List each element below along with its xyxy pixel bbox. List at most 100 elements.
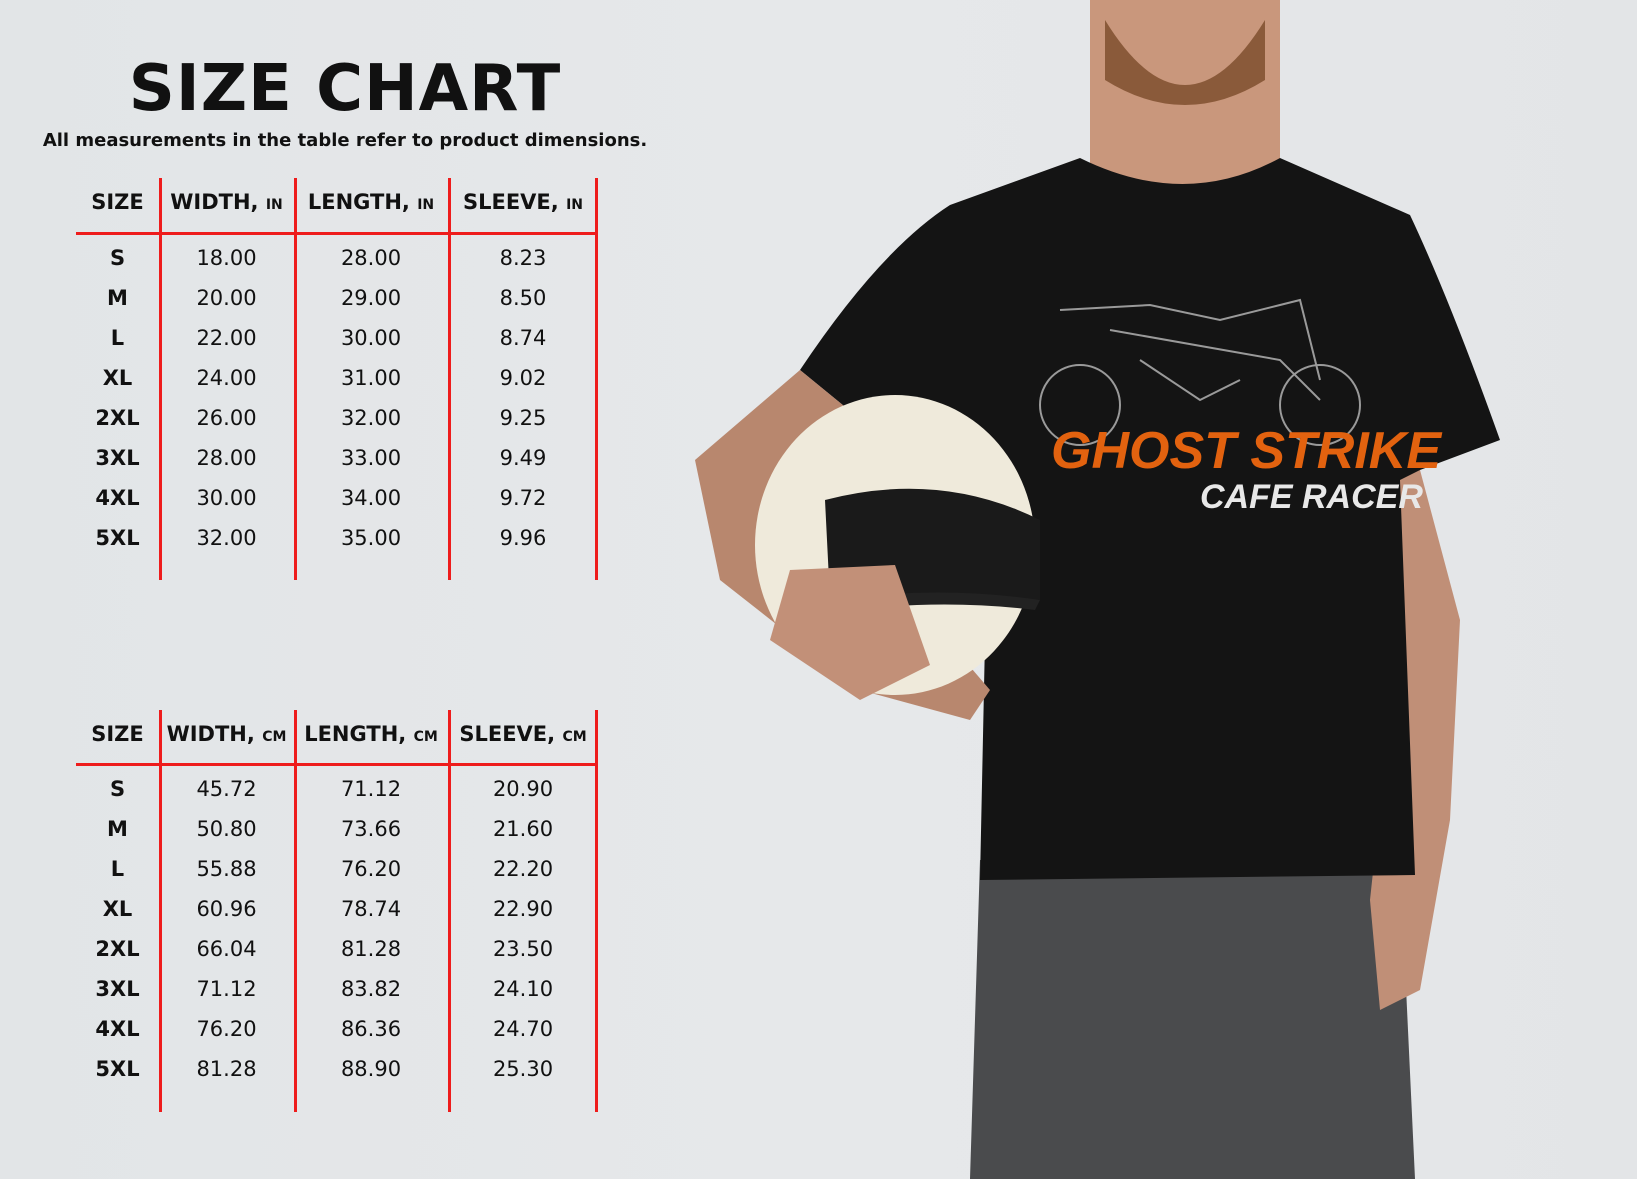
measurement-cell: 86.36 (340, 1017, 402, 1041)
measurement-cell: 50.80 (196, 817, 257, 841)
measurement-cell: 28.00 (340, 246, 402, 270)
measurement-cell: 35.00 (340, 526, 402, 550)
measurement-cell: 22.90 (492, 897, 554, 921)
measurement-cell: 9.25 (499, 406, 547, 430)
header-label: LENGTH, (304, 722, 407, 746)
column-divider (294, 710, 297, 1112)
measurement-cell: 28.00 (196, 446, 257, 470)
column-header: SIZE (76, 722, 159, 746)
header-label: SLEEVE, (459, 722, 556, 746)
measurement-cell: 31.00 (340, 366, 402, 390)
header-unit: CM (413, 729, 438, 745)
hand (770, 565, 930, 700)
column-divider (159, 710, 162, 1112)
size-label: S (109, 777, 126, 801)
beard (1105, 20, 1265, 105)
measurement-cell: 30.00 (340, 326, 402, 350)
measurement-cell: 24.10 (492, 977, 554, 1001)
header-label: SIZE (91, 722, 144, 746)
measurement-cell: 81.28 (196, 1057, 257, 1081)
header-label: SIZE (91, 190, 144, 214)
measurement-cell: 20.00 (196, 286, 257, 310)
jeans (970, 860, 1415, 1179)
size-table-cm: SIZE WIDTH, CM LENGTH, CM SLEEVE, CM S 45.72 7… (76, 710, 598, 1112)
print-line-2: CAFE RACER (1200, 478, 1423, 516)
size-label: 2XL (95, 937, 140, 961)
measurement-cell: 9.02 (499, 366, 547, 390)
subtitle: All measurements in the table refer to p… (42, 130, 648, 151)
measurement-cell: 33.00 (340, 446, 402, 470)
column-header: LENGTH, IN (294, 190, 448, 214)
measurement-cell: 26.00 (196, 406, 257, 430)
measurement-cell: 81.28 (340, 937, 402, 961)
size-label: XL (102, 366, 133, 390)
measurement-cell: 34.00 (340, 486, 402, 510)
size-label: M (107, 286, 128, 310)
header-label: LENGTH, (307, 190, 410, 214)
measurement-cell: 20.90 (492, 777, 554, 801)
column-header: WIDTH, CM (159, 722, 294, 746)
measurement-cell: 9.49 (499, 446, 547, 470)
measurement-cell: 88.90 (340, 1057, 402, 1081)
size-label: S (109, 246, 126, 270)
measurement-cell: 8.23 (499, 246, 547, 270)
measurement-cell: 32.00 (340, 406, 402, 430)
header-unit: IN (566, 197, 584, 213)
print-line-1: GHOST STRIKE (1051, 422, 1442, 480)
measurement-cell: 8.50 (499, 286, 547, 310)
measurement-cell: 24.00 (196, 366, 257, 390)
measurement-cell: 9.72 (499, 486, 547, 510)
column-divider (159, 178, 162, 580)
size-label: 3XL (95, 446, 140, 470)
measurement-cell: 32.00 (196, 526, 257, 550)
measurement-cell: 76.20 (340, 857, 402, 881)
measurement-cell: 30.00 (196, 486, 257, 510)
model-photo: GHOST STRIKE CAFE RACER (695, 0, 1500, 1179)
header-unit: CM (562, 729, 587, 745)
measurement-cell: 83.82 (340, 977, 402, 1001)
size-label: L (110, 857, 125, 881)
measurement-cell: 71.12 (196, 977, 257, 1001)
column-divider (294, 178, 297, 580)
t-shirt (800, 158, 1500, 880)
header-label: SLEEVE, (462, 190, 559, 214)
size-label: 4XL (95, 486, 140, 510)
measurement-cell: 45.72 (196, 777, 257, 801)
column-header: SIZE (76, 190, 159, 214)
page-title: SIZE CHART (128, 52, 562, 126)
measurement-cell: 66.04 (196, 937, 257, 961)
size-label: XL (102, 897, 133, 921)
measurement-cell: 21.60 (492, 817, 554, 841)
measurement-cell: 22.20 (492, 857, 554, 881)
size-label: M (107, 817, 128, 841)
column-divider (448, 710, 451, 1112)
column-header: WIDTH, IN (159, 190, 294, 214)
header-label: WIDTH, (170, 190, 259, 214)
size-table-inches: SIZE WIDTH, IN LENGTH, IN SLEEVE, IN S 18.00 2… (76, 178, 598, 580)
measurement-cell: 60.96 (196, 897, 257, 921)
header-unit: IN (417, 197, 435, 213)
measurement-cell: 76.20 (196, 1017, 257, 1041)
column-header: LENGTH, CM (294, 722, 448, 746)
measurement-cell: 9.96 (499, 526, 547, 550)
column-header: SLEEVE, CM (448, 722, 598, 746)
measurement-cell: 71.12 (340, 777, 402, 801)
measurement-cell: 25.30 (492, 1057, 554, 1081)
measurement-cell: 8.74 (499, 326, 547, 350)
measurement-cell: 23.50 (492, 937, 554, 961)
measurement-cell: 22.00 (196, 326, 257, 350)
measurement-cell: 24.70 (492, 1017, 554, 1041)
size-label: 4XL (95, 1017, 140, 1041)
column-divider (595, 710, 598, 1112)
size-label: 3XL (95, 977, 140, 1001)
size-label: L (110, 326, 125, 350)
measurement-cell: 29.00 (340, 286, 402, 310)
measurement-cell: 73.66 (340, 817, 402, 841)
header-divider (76, 763, 598, 766)
column-divider (595, 178, 598, 580)
measurement-cell: 55.88 (196, 857, 257, 881)
motorcycle-graphic (1039, 298, 1361, 446)
header-unit: IN (265, 197, 283, 213)
header-unit: CM (262, 729, 287, 745)
size-label: 2XL (95, 406, 140, 430)
